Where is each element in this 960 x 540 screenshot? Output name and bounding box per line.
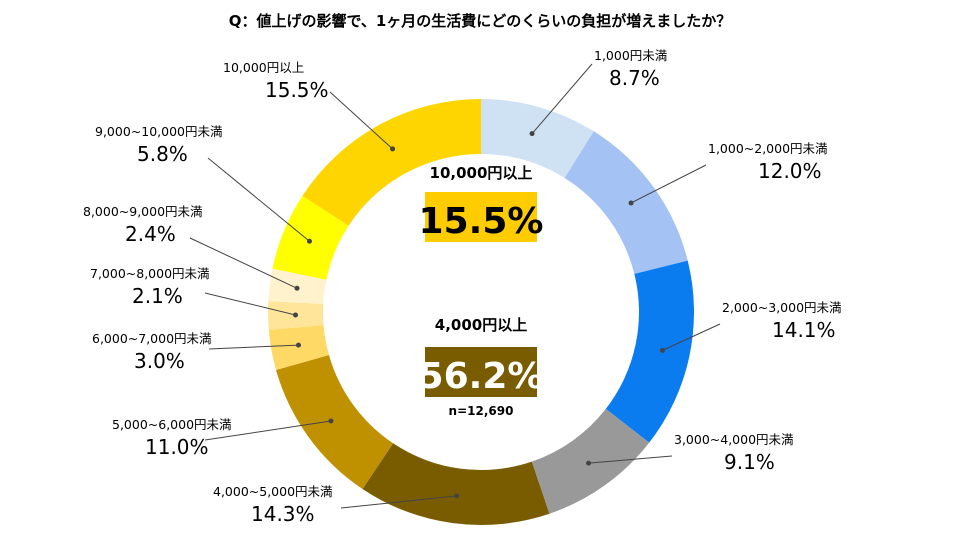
donut-slice	[605, 260, 694, 443]
slice-value-label: 5.8%	[137, 142, 188, 166]
center-bottom-highlight	[425, 347, 537, 397]
leader-line	[630, 164, 707, 204]
slice-category-label: 5,000~6,000円未満	[112, 417, 232, 432]
donut-slice	[302, 99, 481, 226]
leader-dot	[295, 342, 301, 348]
leader-line	[204, 420, 332, 441]
leader-dot	[529, 131, 535, 137]
donut-slice	[276, 355, 394, 490]
leader-dot	[307, 238, 313, 244]
leader-lines	[189, 63, 721, 509]
leader-dot	[628, 200, 634, 206]
slice-value-label: 12.0%	[758, 159, 822, 183]
slice-value-label: 14.3%	[251, 502, 315, 526]
donut-slice	[481, 99, 594, 178]
leader-line	[340, 495, 457, 509]
center-top-highlight	[425, 192, 537, 242]
center-bottom-value: 56.2%	[419, 356, 544, 397]
leader-dot	[390, 146, 396, 152]
leader-line	[204, 292, 296, 316]
leader-dot	[586, 460, 592, 466]
center-top-value: 15.5%	[419, 201, 544, 242]
slice-value-label: 15.5%	[265, 78, 329, 102]
center-bottom-label: 4,000円以上	[435, 316, 527, 334]
leader-line	[208, 344, 299, 350]
slice-value-label: 3.0%	[134, 349, 185, 373]
leader-line	[531, 63, 593, 134]
slice-category-label: 9,000~10,000円未満	[95, 124, 223, 139]
slice-value-label: 2.1%	[132, 284, 183, 308]
donut-slice	[362, 443, 550, 525]
slice-category-label: 6,000~7,000円未満	[92, 331, 212, 346]
leader-dot	[454, 493, 460, 499]
slice-category-label: 7,000~8,000円未満	[90, 266, 210, 281]
leader-dot	[659, 347, 665, 353]
leader-line	[662, 323, 721, 351]
sample-size: n=12,690	[449, 404, 514, 418]
leader-line	[207, 157, 310, 242]
leader-line	[329, 91, 393, 150]
leader-line	[189, 237, 298, 289]
donut-slice	[531, 408, 650, 514]
slice-value-label: 9.1%	[724, 450, 775, 474]
slice-category-label: 3,000~4,000円未満	[674, 432, 794, 447]
slice-category-label: 2,000~3,000円未満	[722, 300, 842, 315]
leader-dot	[293, 312, 299, 318]
slice-value-label: 14.1%	[772, 318, 836, 342]
chart-title: Q：値上げの影響で、1ヶ月の生活費にどのくらいの負担が増えましたか？	[229, 12, 732, 30]
leader-line	[588, 455, 673, 464]
slice-category-label: 1,000~2,000円未満	[708, 141, 828, 156]
leader-dot	[328, 418, 334, 424]
slice-value-label: 2.4%	[125, 222, 176, 246]
slice-value-label: 8.7%	[609, 66, 660, 90]
center-top-label: 10,000円以上	[430, 164, 533, 182]
slice-category-label: 10,000円以上	[223, 60, 304, 75]
slice-category-label: 1,000円未満	[594, 48, 667, 63]
slice-category-label: 8,000~9,000円未満	[83, 204, 203, 219]
slice-value-label: 11.0%	[145, 435, 209, 459]
leader-dot	[294, 285, 300, 291]
donut-slice	[564, 131, 688, 274]
slice-category-label: 4,000~5,000円未満	[213, 484, 333, 499]
slice-labels: 1,000円未満 8.7% 1,000~2,000円未満 12.0% 2,000~3,0…	[83, 48, 842, 526]
donut-slice	[272, 195, 349, 280]
donut-slices	[268, 99, 694, 525]
